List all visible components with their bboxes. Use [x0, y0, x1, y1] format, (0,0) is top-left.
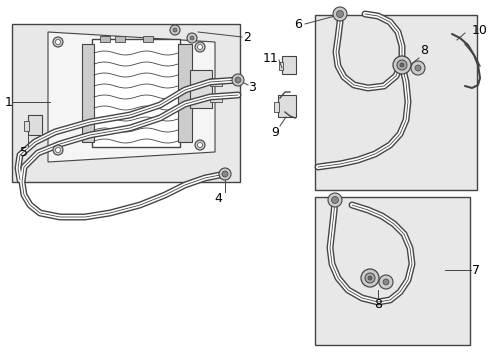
Bar: [100, 36, 110, 42]
Text: 10: 10: [472, 23, 488, 36]
Circle shape: [53, 145, 63, 155]
Bar: [92, 39, 180, 147]
Circle shape: [397, 60, 407, 70]
Bar: [210, 94, 222, 102]
Bar: [143, 36, 153, 42]
Circle shape: [222, 171, 228, 177]
Text: 5: 5: [20, 145, 28, 158]
Circle shape: [328, 193, 342, 207]
Bar: [279, 62, 283, 70]
Circle shape: [187, 33, 197, 43]
Circle shape: [383, 279, 389, 285]
Bar: [82, 44, 94, 142]
Circle shape: [415, 65, 421, 71]
Text: 1: 1: [5, 95, 13, 108]
Text: 4: 4: [214, 192, 222, 204]
Bar: [178, 44, 192, 142]
Circle shape: [333, 7, 347, 21]
Polygon shape: [48, 32, 215, 162]
Circle shape: [173, 28, 177, 32]
Circle shape: [197, 143, 202, 148]
Text: 11: 11: [262, 51, 278, 64]
Bar: [12, 24, 240, 182]
Circle shape: [170, 25, 180, 35]
Circle shape: [235, 77, 241, 83]
Circle shape: [55, 148, 60, 153]
Circle shape: [195, 140, 205, 150]
Bar: [315, 197, 470, 345]
Circle shape: [53, 37, 63, 47]
Circle shape: [400, 63, 404, 67]
Bar: [24, 121, 29, 131]
Circle shape: [55, 40, 60, 45]
Bar: [282, 56, 296, 74]
Circle shape: [195, 42, 205, 52]
Bar: [115, 36, 125, 42]
Text: 7: 7: [472, 264, 480, 276]
Circle shape: [379, 275, 393, 289]
Bar: [210, 78, 222, 86]
Text: 8: 8: [420, 44, 428, 57]
Text: 9: 9: [271, 126, 279, 139]
Circle shape: [197, 45, 202, 50]
Bar: [278, 95, 296, 117]
Text: 8: 8: [374, 298, 382, 311]
Text: 6: 6: [294, 18, 302, 31]
Circle shape: [337, 10, 343, 18]
Circle shape: [411, 61, 425, 75]
Bar: [28, 115, 42, 135]
Bar: [315, 15, 477, 190]
Circle shape: [219, 168, 231, 180]
Circle shape: [232, 74, 244, 86]
Circle shape: [361, 269, 379, 287]
Circle shape: [368, 276, 372, 280]
Bar: [190, 70, 212, 108]
Circle shape: [190, 36, 194, 40]
Circle shape: [393, 56, 411, 74]
Circle shape: [365, 273, 375, 283]
Bar: [274, 102, 279, 112]
Text: 2: 2: [243, 31, 251, 44]
Text: 3: 3: [248, 81, 256, 94]
Circle shape: [332, 197, 339, 203]
